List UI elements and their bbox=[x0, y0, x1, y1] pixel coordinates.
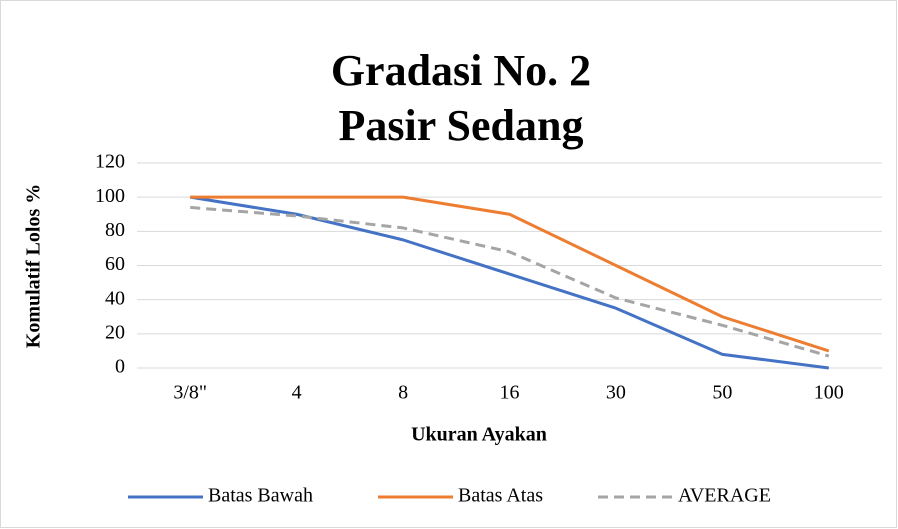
x-tick-label: 4 bbox=[292, 382, 302, 404]
legend-label: Batas Bawah bbox=[208, 485, 313, 507]
legend-label: Batas Atas bbox=[458, 485, 543, 507]
x-tick-label: 50 bbox=[712, 382, 732, 404]
y-tick-label: 80 bbox=[105, 219, 125, 241]
y-tick-label: 100 bbox=[95, 185, 125, 207]
x-tick-label: 3/8" bbox=[173, 382, 207, 404]
y-tick-label: 20 bbox=[105, 321, 125, 343]
chart-title: Pasir Sedang bbox=[339, 101, 584, 150]
legend-label: AVERAGE bbox=[678, 485, 771, 507]
series-line bbox=[190, 205, 830, 358]
x-tick-label: 16 bbox=[500, 382, 520, 404]
series-line bbox=[189, 195, 829, 370]
x-tick-label: 8 bbox=[398, 382, 408, 404]
x-tick-label: 30 bbox=[606, 382, 626, 404]
y-tick-label: 60 bbox=[105, 253, 125, 275]
y-tick-label: 120 bbox=[95, 151, 125, 173]
y-axis-label: Komulatif Lolos % bbox=[23, 184, 45, 348]
y-tick-label: 0 bbox=[115, 356, 125, 378]
x-axis-label: Ukuran Ayakan bbox=[411, 424, 547, 446]
x-tick-label: 100 bbox=[814, 382, 844, 404]
chart-title: Gradasi No. 2 bbox=[331, 46, 591, 95]
y-tick-label: 40 bbox=[105, 287, 125, 309]
series-line bbox=[190, 195, 830, 353]
